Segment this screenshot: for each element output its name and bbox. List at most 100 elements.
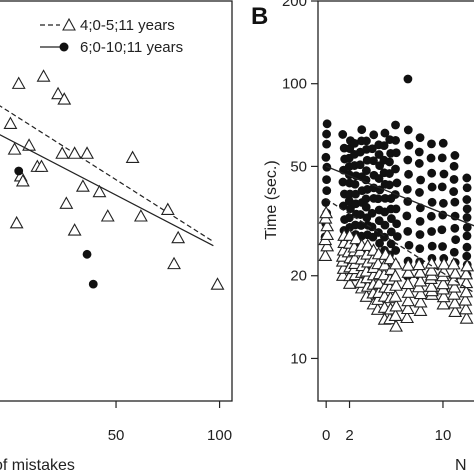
- data-point-dot: [403, 197, 413, 206]
- data-point-dot: [403, 74, 413, 84]
- data-point-triangle: [342, 228, 357, 241]
- data-point-triangle: [413, 286, 428, 300]
- data-point-dot: [426, 211, 436, 221]
- data-point-triangle: [436, 289, 451, 303]
- data-point-dot: [402, 211, 412, 221]
- data-point-triangle: [167, 256, 181, 270]
- data-point-triangle: [424, 263, 439, 276]
- data-point-dot: [361, 194, 371, 204]
- data-point-dot: [373, 194, 383, 204]
- x-tick-label: 10: [435, 427, 452, 444]
- data-point-dot: [438, 198, 448, 208]
- data-point-triangle: [57, 92, 72, 105]
- y-tick-label: 200: [282, 0, 307, 10]
- y-tick-label: 10: [290, 350, 307, 367]
- y-tick-label: 20: [290, 268, 307, 285]
- data-point-dot: [462, 242, 472, 252]
- data-point-triangle: [389, 278, 403, 291]
- data-point-triangle: [447, 280, 462, 293]
- data-point-dot: [450, 197, 460, 207]
- data-point-dot: [438, 138, 448, 148]
- y-tick-label: 100: [282, 76, 307, 93]
- data-point-triangle: [424, 256, 439, 269]
- data-point-dot: [380, 220, 390, 230]
- data-point-dot: [322, 175, 331, 185]
- data-point-dot: [450, 151, 460, 160]
- data-point-triangle: [7, 142, 22, 155]
- data-point-dot: [321, 198, 331, 207]
- data-point-dot: [362, 155, 372, 165]
- panel-a: 50 100 4;0-5;11 years 6;0-10;11 years of …: [0, 0, 233, 474]
- data-point-dot: [88, 279, 98, 289]
- data-point-triangle: [446, 256, 461, 270]
- data-point-triangle: [459, 311, 474, 324]
- data-point-triangle: [388, 269, 403, 282]
- panel-b-x-axis-label: N: [455, 457, 467, 474]
- data-point-triangle: [388, 308, 403, 321]
- panel-b-x-ticks: 0 2 10: [322, 401, 451, 444]
- legend-label-old: 6;0-10;11 years: [80, 39, 183, 56]
- data-point-triangle: [401, 293, 416, 307]
- data-point-dot: [385, 157, 394, 167]
- data-point-triangle: [448, 266, 463, 279]
- data-point-dot: [462, 213, 472, 222]
- data-point-dot: [462, 173, 472, 183]
- data-point-dot: [427, 241, 437, 251]
- data-point-dot: [367, 208, 377, 218]
- data-point-dot: [427, 182, 437, 192]
- data-point-dot: [380, 128, 390, 138]
- data-point-triangle: [459, 275, 474, 289]
- data-point-dot: [427, 168, 437, 178]
- panel-b-y-ticks: 10 20 50 100 200: [282, 0, 318, 367]
- data-point-triangle: [210, 277, 225, 290]
- data-point-triangle: [401, 265, 416, 278]
- data-point-dot: [403, 226, 413, 236]
- data-point-triangle: [413, 303, 428, 316]
- data-point-dot: [427, 197, 437, 207]
- data-point-dot: [386, 239, 396, 249]
- data-point-dot: [392, 232, 402, 241]
- data-point-triangle: [75, 179, 90, 192]
- x-tick-label: 0: [322, 427, 330, 444]
- data-point-dot: [369, 156, 378, 166]
- data-point-dot: [437, 182, 447, 192]
- data-point-dot: [391, 135, 401, 145]
- data-point-triangle: [9, 215, 24, 229]
- data-point-dot: [403, 155, 413, 165]
- data-point-dot: [462, 183, 472, 193]
- data-point-dot: [462, 195, 472, 204]
- data-point-dot: [375, 238, 384, 248]
- data-point-dot: [338, 130, 348, 139]
- data-point-triangle: [400, 310, 415, 324]
- legend-label-young: 4;0-5;11 years: [80, 17, 175, 34]
- data-point-dot: [321, 152, 331, 162]
- data-point-dot: [14, 166, 24, 176]
- data-point-dot: [344, 196, 354, 206]
- data-point-dot: [391, 148, 401, 158]
- data-point-dot: [344, 213, 354, 223]
- data-point-dot: [449, 247, 459, 257]
- data-point-triangle: [80, 146, 94, 159]
- data-point-dot: [392, 178, 402, 188]
- data-point-dot: [414, 159, 424, 168]
- panel-a-series: [0, 69, 225, 290]
- data-point-dot: [462, 222, 472, 232]
- data-point-triangle: [459, 266, 474, 280]
- data-point-triangle: [55, 146, 70, 159]
- panel-b-frame: [317, 0, 474, 402]
- data-point-triangle: [59, 196, 74, 209]
- data-point-triangle: [15, 174, 30, 187]
- data-point-dot: [322, 139, 332, 149]
- data-point-dot: [450, 211, 460, 221]
- data-point-dot: [449, 161, 459, 171]
- data-point-dot: [392, 219, 402, 229]
- data-point-triangle: [436, 264, 451, 277]
- data-point-dot: [415, 188, 424, 197]
- y-tick-label: 50: [290, 158, 307, 175]
- data-point-triangle: [459, 284, 474, 298]
- data-point-dot: [322, 129, 331, 139]
- data-point-dot: [449, 175, 459, 184]
- data-point-dot: [350, 179, 360, 189]
- data-point-triangle: [34, 159, 49, 172]
